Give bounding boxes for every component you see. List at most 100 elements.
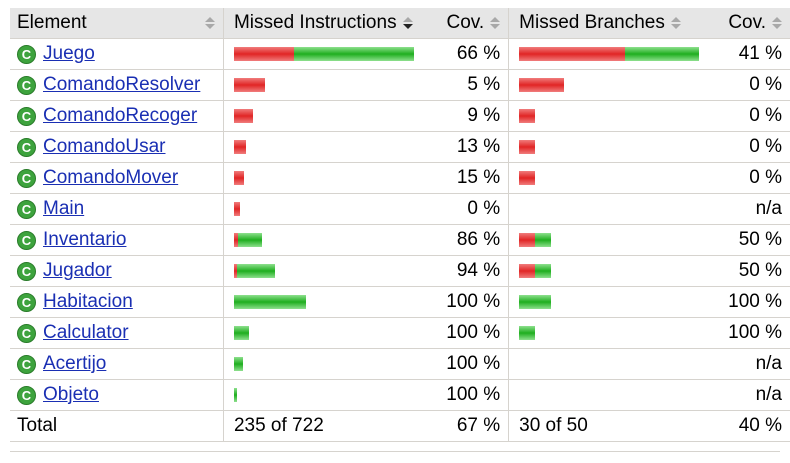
header-element[interactable]: Element bbox=[10, 8, 224, 39]
header-cov-branches-label: Cov. bbox=[728, 12, 766, 33]
class-link[interactable]: Objeto bbox=[43, 384, 99, 405]
instructions-coverage: 100 % bbox=[422, 348, 510, 380]
missed-bar-segment bbox=[233, 47, 294, 61]
missed-bar-segment bbox=[233, 202, 240, 216]
table-row: C ComandoUsar 13 % 0 % bbox=[10, 131, 790, 163]
missed-bar-segment bbox=[519, 171, 536, 185]
header-element-label: Element bbox=[17, 12, 87, 33]
branches-coverage: 41 % bbox=[707, 38, 790, 70]
class-link[interactable]: ComandoMover bbox=[43, 167, 179, 188]
instructions-bar bbox=[223, 38, 423, 70]
element-cell: C ComandoUsar bbox=[10, 131, 224, 163]
total-branches-coverage: 40 % bbox=[707, 410, 790, 442]
missed-bar-segment bbox=[233, 140, 246, 154]
missed-bar-segment bbox=[519, 233, 536, 247]
missed-bar-segment bbox=[519, 47, 626, 61]
covered-bar-segment bbox=[233, 326, 249, 340]
class-link[interactable]: Acertijo bbox=[43, 353, 107, 374]
element-cell: C ComandoResolver bbox=[10, 69, 224, 101]
class-icon: C bbox=[17, 385, 36, 405]
class-icon: C bbox=[17, 323, 36, 343]
branches-bar bbox=[508, 162, 708, 194]
covered-bar-segment bbox=[236, 264, 275, 278]
class-link[interactable]: Inventario bbox=[43, 229, 127, 250]
class-icon: C bbox=[17, 44, 36, 64]
table-row: C Calculator 100 % 100 % bbox=[10, 317, 790, 349]
instructions-bar bbox=[223, 69, 423, 101]
branches-bar bbox=[508, 224, 708, 256]
instructions-bar bbox=[223, 100, 423, 132]
branches-coverage: 0 % bbox=[707, 162, 790, 194]
class-link[interactable]: Calculator bbox=[43, 322, 129, 343]
total-row: Total 235 of 722 67 % 30 of 50 40 % bbox=[10, 410, 790, 442]
table-row: C ComandoResolver 5 % 0 % bbox=[10, 69, 790, 101]
class-link[interactable]: ComandoRecoger bbox=[43, 105, 198, 126]
bottom-divider bbox=[10, 451, 780, 452]
covered-bar-segment bbox=[237, 233, 262, 247]
table-row: C Inventario 86 % 50 % bbox=[10, 224, 790, 256]
missed-bar-segment bbox=[233, 171, 244, 185]
instructions-bar bbox=[223, 193, 423, 225]
class-link[interactable]: ComandoUsar bbox=[43, 136, 166, 157]
missed-bar-segment bbox=[519, 109, 536, 123]
element-cell: C Main bbox=[10, 193, 224, 225]
missed-bar-segment bbox=[233, 264, 237, 278]
covered-bar-segment bbox=[233, 357, 243, 371]
covered-bar-segment bbox=[293, 47, 414, 61]
class-link[interactable]: Jugador bbox=[43, 260, 112, 281]
covered-bar-segment bbox=[233, 295, 306, 309]
covered-bar-segment bbox=[519, 295, 552, 309]
header-missed-branches[interactable]: Missed Branches Cov. bbox=[508, 8, 790, 39]
covered-bar-segment bbox=[519, 326, 536, 340]
header-cov-branches[interactable]: Cov. bbox=[728, 12, 782, 34]
header-cov-instructions[interactable]: Cov. bbox=[446, 12, 501, 34]
table-row: C ComandoMover 15 % 0 % bbox=[10, 162, 790, 194]
instructions-coverage: 15 % bbox=[422, 162, 510, 194]
header-cov-instructions-label: Cov. bbox=[446, 12, 485, 33]
instructions-bar bbox=[223, 255, 423, 287]
total-instructions-coverage: 67 % bbox=[422, 410, 510, 442]
instructions-coverage: 0 % bbox=[422, 193, 510, 225]
class-icon: C bbox=[17, 106, 36, 126]
instructions-coverage: 100 % bbox=[422, 317, 510, 349]
instructions-bar bbox=[223, 131, 423, 163]
element-cell: C ComandoMover bbox=[10, 162, 224, 194]
class-link[interactable]: Habitacion bbox=[43, 291, 133, 312]
instructions-coverage: 66 % bbox=[422, 38, 510, 70]
covered-bar-segment bbox=[233, 388, 237, 402]
branches-bar bbox=[508, 286, 708, 318]
branches-bar bbox=[508, 193, 708, 225]
branches-bar bbox=[508, 38, 708, 70]
table-row: C Main 0 % n/a bbox=[10, 193, 790, 225]
class-link[interactable]: Main bbox=[43, 198, 85, 219]
table-footer: Total 235 of 722 67 % 30 of 50 40 % bbox=[10, 410, 790, 442]
sort-icon bbox=[670, 17, 681, 29]
table-header: Element Missed Instructions Cov. bbox=[10, 8, 790, 39]
missed-bar-segment bbox=[519, 78, 565, 92]
instructions-bar bbox=[223, 379, 423, 411]
sort-descending-icon bbox=[402, 17, 413, 29]
class-icon: C bbox=[17, 75, 36, 95]
instructions-bar bbox=[223, 286, 423, 318]
table-row: C Acertijo 100 % n/a bbox=[10, 348, 790, 380]
class-link[interactable]: Juego bbox=[43, 43, 95, 64]
class-icon: C bbox=[17, 199, 36, 219]
element-cell: C Habitacion bbox=[10, 286, 224, 318]
class-link[interactable]: ComandoResolver bbox=[43, 74, 201, 95]
element-cell: C Jugador bbox=[10, 255, 224, 287]
total-missed-branches: 30 of 50 bbox=[508, 410, 708, 442]
branches-coverage: n/a bbox=[707, 348, 790, 380]
class-icon: C bbox=[17, 230, 36, 250]
branches-bar bbox=[508, 131, 708, 163]
instructions-coverage: 100 % bbox=[422, 379, 510, 411]
table-body: C Juego 66 % 41 % C ComandoResolver 5 % 0 % C Com… bbox=[10, 38, 790, 411]
missed-bar-segment bbox=[233, 233, 238, 247]
branches-coverage: 100 % bbox=[707, 317, 790, 349]
table-row: C Juego 66 % 41 % bbox=[10, 38, 790, 70]
branches-coverage: 0 % bbox=[707, 100, 790, 132]
branches-bar bbox=[508, 100, 708, 132]
element-cell: C ComandoRecoger bbox=[10, 100, 224, 132]
table-row: C ComandoRecoger 9 % 0 % bbox=[10, 100, 790, 132]
missed-bar-segment bbox=[233, 78, 265, 92]
header-missed-instructions[interactable]: Missed Instructions Cov. bbox=[223, 8, 510, 39]
